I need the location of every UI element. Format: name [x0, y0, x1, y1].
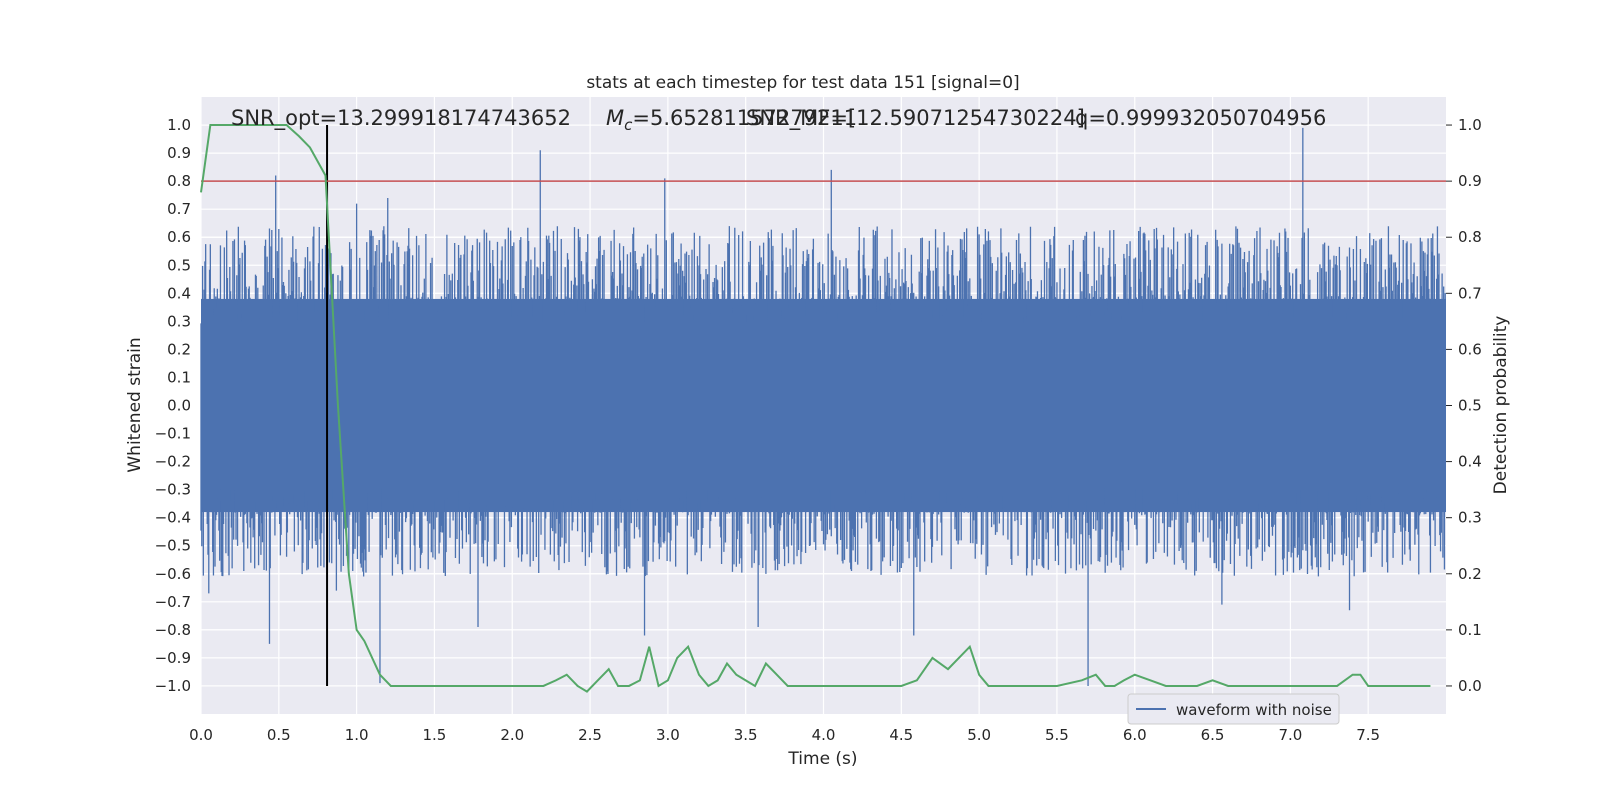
- right-y-axis-label: Detection probability: [1491, 316, 1511, 495]
- chirp-mass-symbol: M: [606, 106, 624, 130]
- left-y-tick-label: 0.2: [167, 340, 191, 358]
- x-tick-label: 7.5: [1356, 726, 1380, 744]
- right-y-tick-label: 0.0: [1458, 677, 1482, 695]
- annotations: SNR_opt=13.299918174743652 Mc=5.65281157…: [231, 106, 1326, 134]
- mass-ratio-annotation: q=0.999932050704956: [1075, 106, 1326, 130]
- x-tick-label: 3.5: [734, 726, 758, 744]
- left-y-tick-label: 0.8: [167, 172, 191, 190]
- legend-box: [1127, 693, 1340, 725]
- left-y-tick-label: −0.4: [155, 509, 191, 527]
- left-y-tick-label: 1.0: [167, 116, 191, 134]
- left-y-tick-label: 0.9: [167, 144, 191, 162]
- x-tick-label: 1.5: [423, 726, 447, 744]
- x-axis-label: Time (s): [787, 749, 857, 769]
- right-y-tick-label: 1.0: [1458, 116, 1482, 134]
- right-y-tick-label: 0.6: [1458, 340, 1482, 358]
- left-y-tick-labels: 1.0 0.9 0.8 0.7 0.6 0.5 0.4 0.3 0.2 0.1 0.0 −0.1 −0.…: [155, 116, 191, 695]
- left-y-tick-label: −0.7: [155, 593, 191, 611]
- left-y-tick-label: −0.5: [155, 537, 191, 555]
- left-y-tick-label: 0.7: [167, 200, 191, 218]
- right-y-tick-label: 0.9: [1458, 172, 1482, 190]
- x-tick-label: 2.5: [578, 726, 602, 744]
- x-tick-label: 5.5: [1045, 726, 1069, 744]
- chirp-mass-annotation: Mc=5.65281157279211: [606, 106, 857, 134]
- chirp-mass-subscript: c: [624, 116, 633, 134]
- waveform-series: [200, 127, 1446, 686]
- right-y-tick-label: 0.4: [1458, 453, 1482, 471]
- right-y-tick-label: 0.1: [1458, 621, 1482, 639]
- x-tick-label: 0.0: [189, 726, 213, 744]
- right-y-tick-label: 0.8: [1458, 228, 1482, 246]
- snr-mf-annotation: SNR_MF=[12.59071254730224]: [746, 106, 1085, 131]
- legend-label: waveform with noise: [1176, 701, 1332, 719]
- waveform-trace: [200, 127, 1446, 686]
- left-y-tick-label: −0.2: [155, 453, 191, 471]
- x-tick-label: 6.0: [1123, 726, 1147, 744]
- left-y-tick-label: −0.1: [155, 425, 191, 443]
- detection-probability-line: [200, 124, 1431, 693]
- left-y-tick-label: −0.6: [155, 565, 191, 583]
- right-y-tick-labels: 1.0 0.9 0.8 0.7 0.6 0.5 0.4 0.3 0.2 0.1 0.0: [1446, 116, 1482, 695]
- chirp-mass-value: =5.65281157279211: [632, 106, 857, 130]
- right-y-tick-label: 0.2: [1458, 565, 1482, 583]
- left-y-tick-label: 0.1: [167, 368, 191, 386]
- x-tick-label: 0.5: [267, 726, 291, 744]
- right-y-tick-label: 0.5: [1458, 397, 1482, 415]
- left-y-tick-label: 0.4: [167, 284, 191, 302]
- left-y-tick-label: 0.6: [167, 228, 191, 246]
- left-y-tick-label: −0.9: [155, 649, 191, 667]
- left-y-tick-label: −0.8: [155, 621, 191, 639]
- left-y-tick-label: −1.0: [155, 677, 191, 695]
- left-y-axis-label: Whitened strain: [125, 337, 145, 472]
- right-y-tick-label: 0.7: [1458, 284, 1482, 302]
- left-y-tick-label: 0.5: [167, 256, 191, 274]
- right-y-tick-label: 0.3: [1458, 509, 1482, 527]
- snr-opt-annotation: SNR_opt=13.299918174743652: [231, 106, 571, 131]
- x-tick-label: 6.5: [1201, 726, 1225, 744]
- left-y-tick-label: −0.3: [155, 481, 191, 499]
- left-y-tick-label: 0.3: [167, 312, 191, 330]
- left-y-tick-label: 0.0: [167, 397, 191, 415]
- x-tick-labels: 0.0 0.5 1.0 1.5 2.0 2.5 3.0 3.5 4.0 4.5 5.0 5.5 6.0 6…: [189, 726, 1380, 744]
- x-tick-label: 3.0: [656, 726, 680, 744]
- x-tick-label: 4.0: [812, 726, 836, 744]
- x-tick-label: 7.0: [1278, 726, 1302, 744]
- x-tick-label: 1.0: [345, 726, 369, 744]
- x-tick-label: 4.5: [889, 726, 913, 744]
- chart-title: stats at each timestep for test data 151…: [586, 73, 1019, 93]
- x-tick-label: 2.0: [500, 726, 524, 744]
- legend: waveform with noise: [1127, 693, 1340, 725]
- x-tick-label: 5.0: [967, 726, 991, 744]
